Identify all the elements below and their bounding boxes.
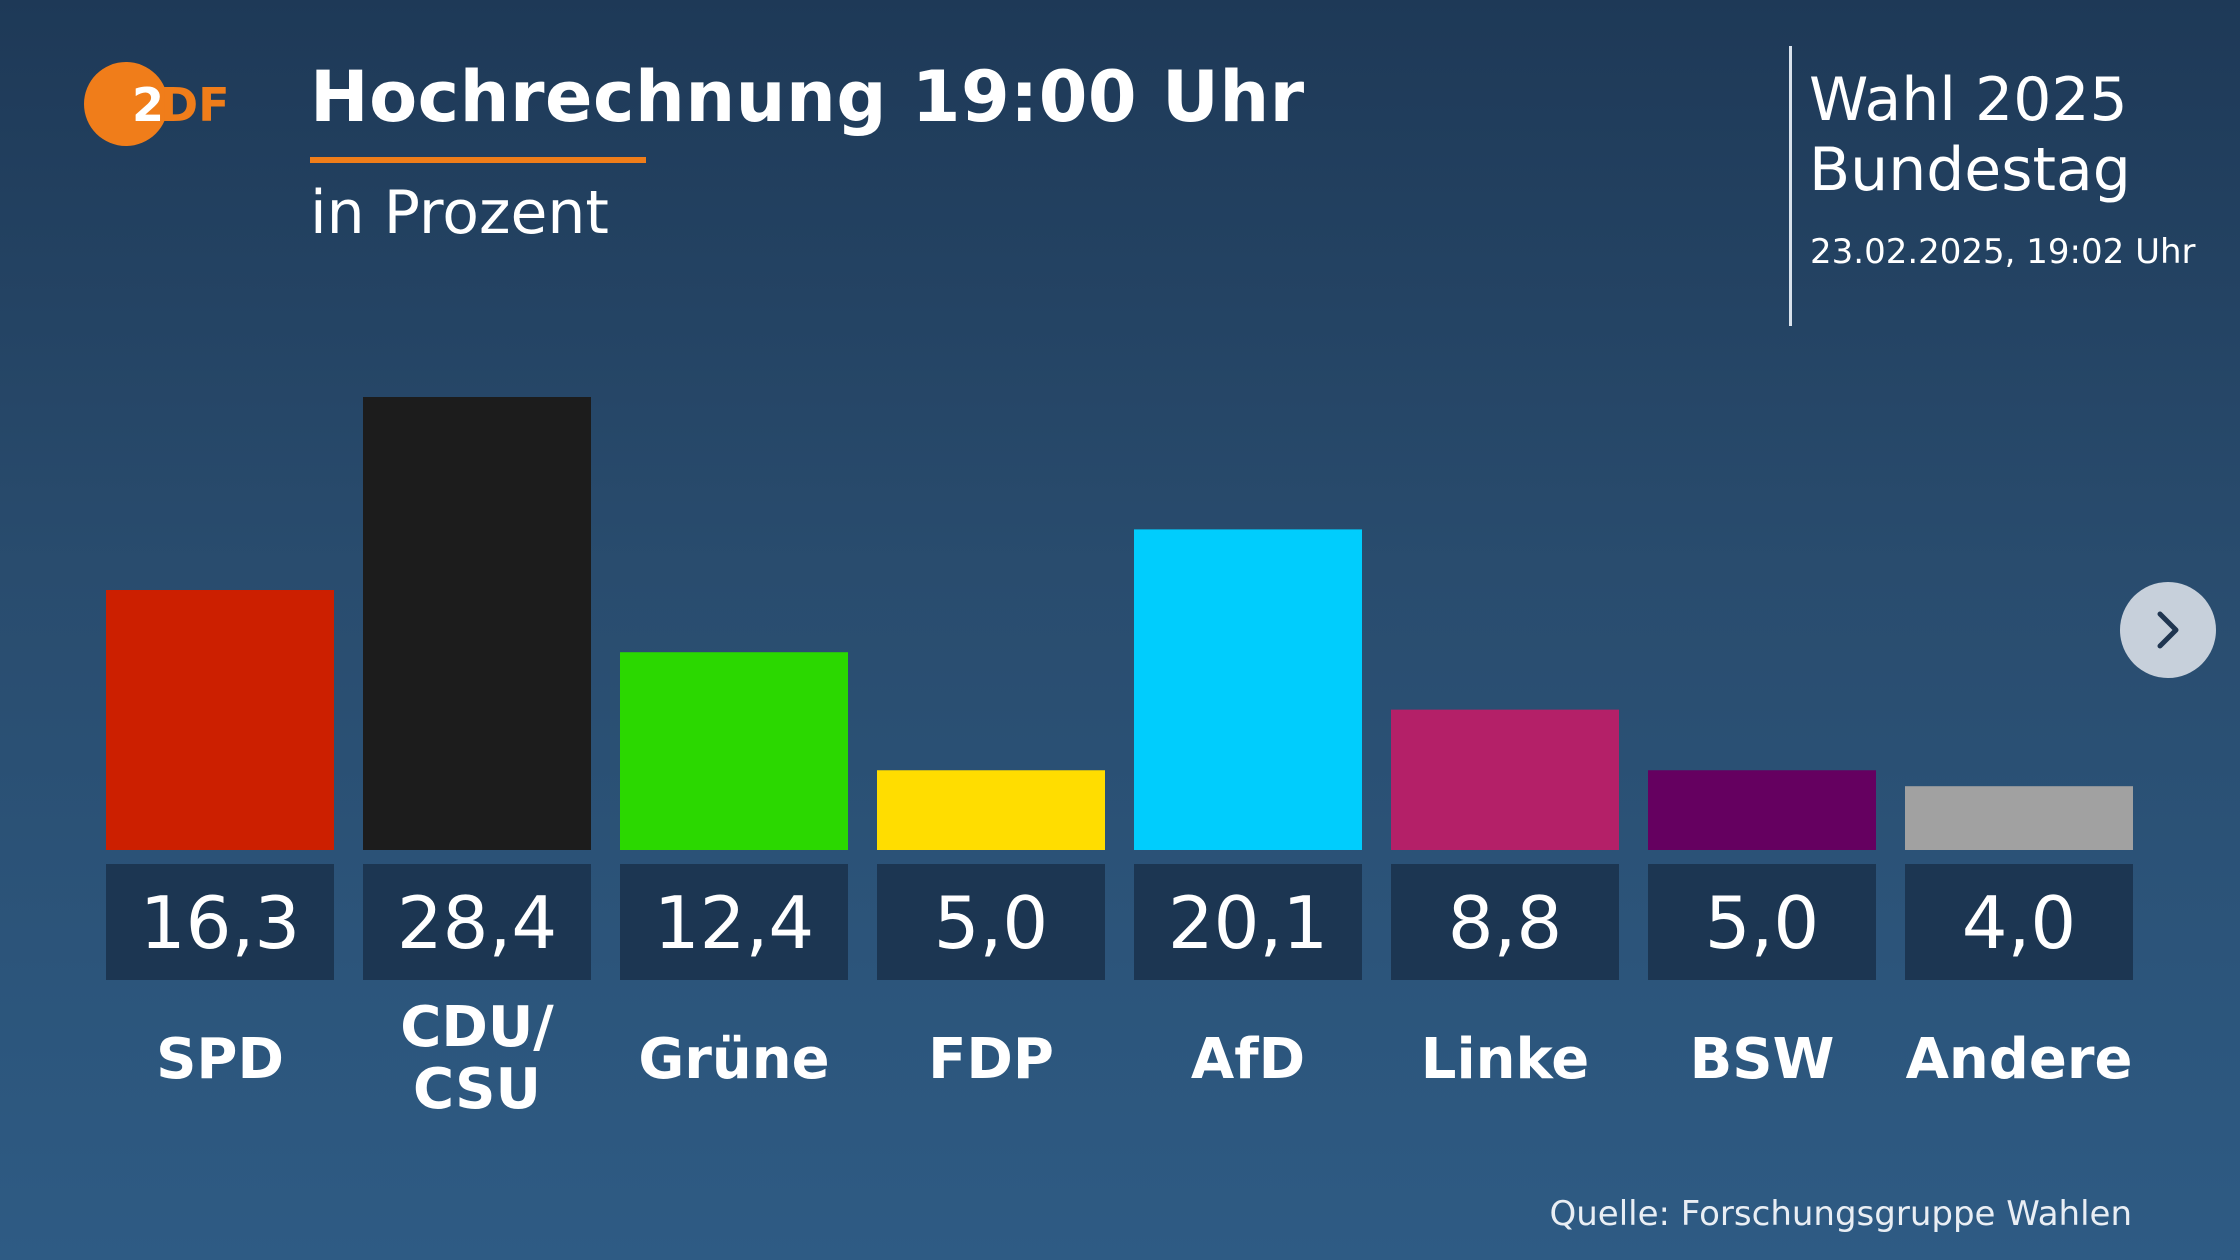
chart-subtitle: in Prozent [310, 178, 609, 248]
source-note: Quelle: Forschungsgruppe Wahlen [1549, 1194, 2132, 1234]
category-label-4: AfD [1191, 1027, 1305, 1092]
election-name: Wahl 2025 [1809, 65, 2128, 135]
bar-0 [106, 590, 334, 850]
value-box-7 [1905, 864, 2133, 980]
category-label-0: SPD [156, 1027, 284, 1092]
value-label-5: 8,8 [1448, 881, 1563, 965]
value-label-1: 28,4 [397, 881, 557, 965]
value-box-4 [1134, 864, 1362, 980]
info-divider [1789, 46, 1792, 326]
value-label-0: 16,3 [140, 881, 300, 965]
title-underline [310, 157, 646, 163]
value-label-4: 20,1 [1168, 881, 1328, 965]
category-label-7: Andere [1906, 1027, 2133, 1092]
bar-7 [1905, 786, 2133, 850]
bar-3 [877, 770, 1105, 850]
value-box-3 [877, 864, 1105, 980]
chevron-right-icon [2157, 611, 2179, 649]
chart-title: Hochrechnung 19:00 Uhr [310, 56, 1305, 138]
category-label-1: CDU/CSU [400, 995, 554, 1122]
value-label-2: 12,4 [654, 881, 814, 965]
bar-5 [1391, 709, 1619, 850]
bar-4 [1134, 529, 1362, 850]
svg-text:DF: DF [160, 78, 230, 132]
category-label-2: Grüne [638, 1027, 829, 1092]
next-button[interactable] [2120, 582, 2216, 678]
value-box-1 [363, 864, 591, 980]
bar-1 [363, 397, 591, 850]
svg-text:2: 2 [132, 78, 164, 132]
timestamp: 23.02.2025, 19:02 Uhr [1810, 232, 2196, 272]
bar-6 [1648, 770, 1876, 850]
value-box-0 [106, 864, 334, 980]
category-label-5: Linke [1421, 1027, 1589, 1092]
value-label-7: 4,0 [1962, 881, 2077, 965]
value-label-3: 5,0 [934, 881, 1049, 965]
category-label-3: FDP [928, 1027, 1054, 1092]
value-label-6: 5,0 [1705, 881, 1820, 965]
category-label-6: BSW [1690, 1027, 1835, 1092]
value-box-6 [1648, 864, 1876, 980]
zdf-logo-icon: 2 DF [84, 62, 234, 146]
value-box-2 [620, 864, 848, 980]
value-box-5 [1391, 864, 1619, 980]
election-body: Bundestag [1809, 135, 2131, 205]
bar-2 [620, 652, 848, 850]
